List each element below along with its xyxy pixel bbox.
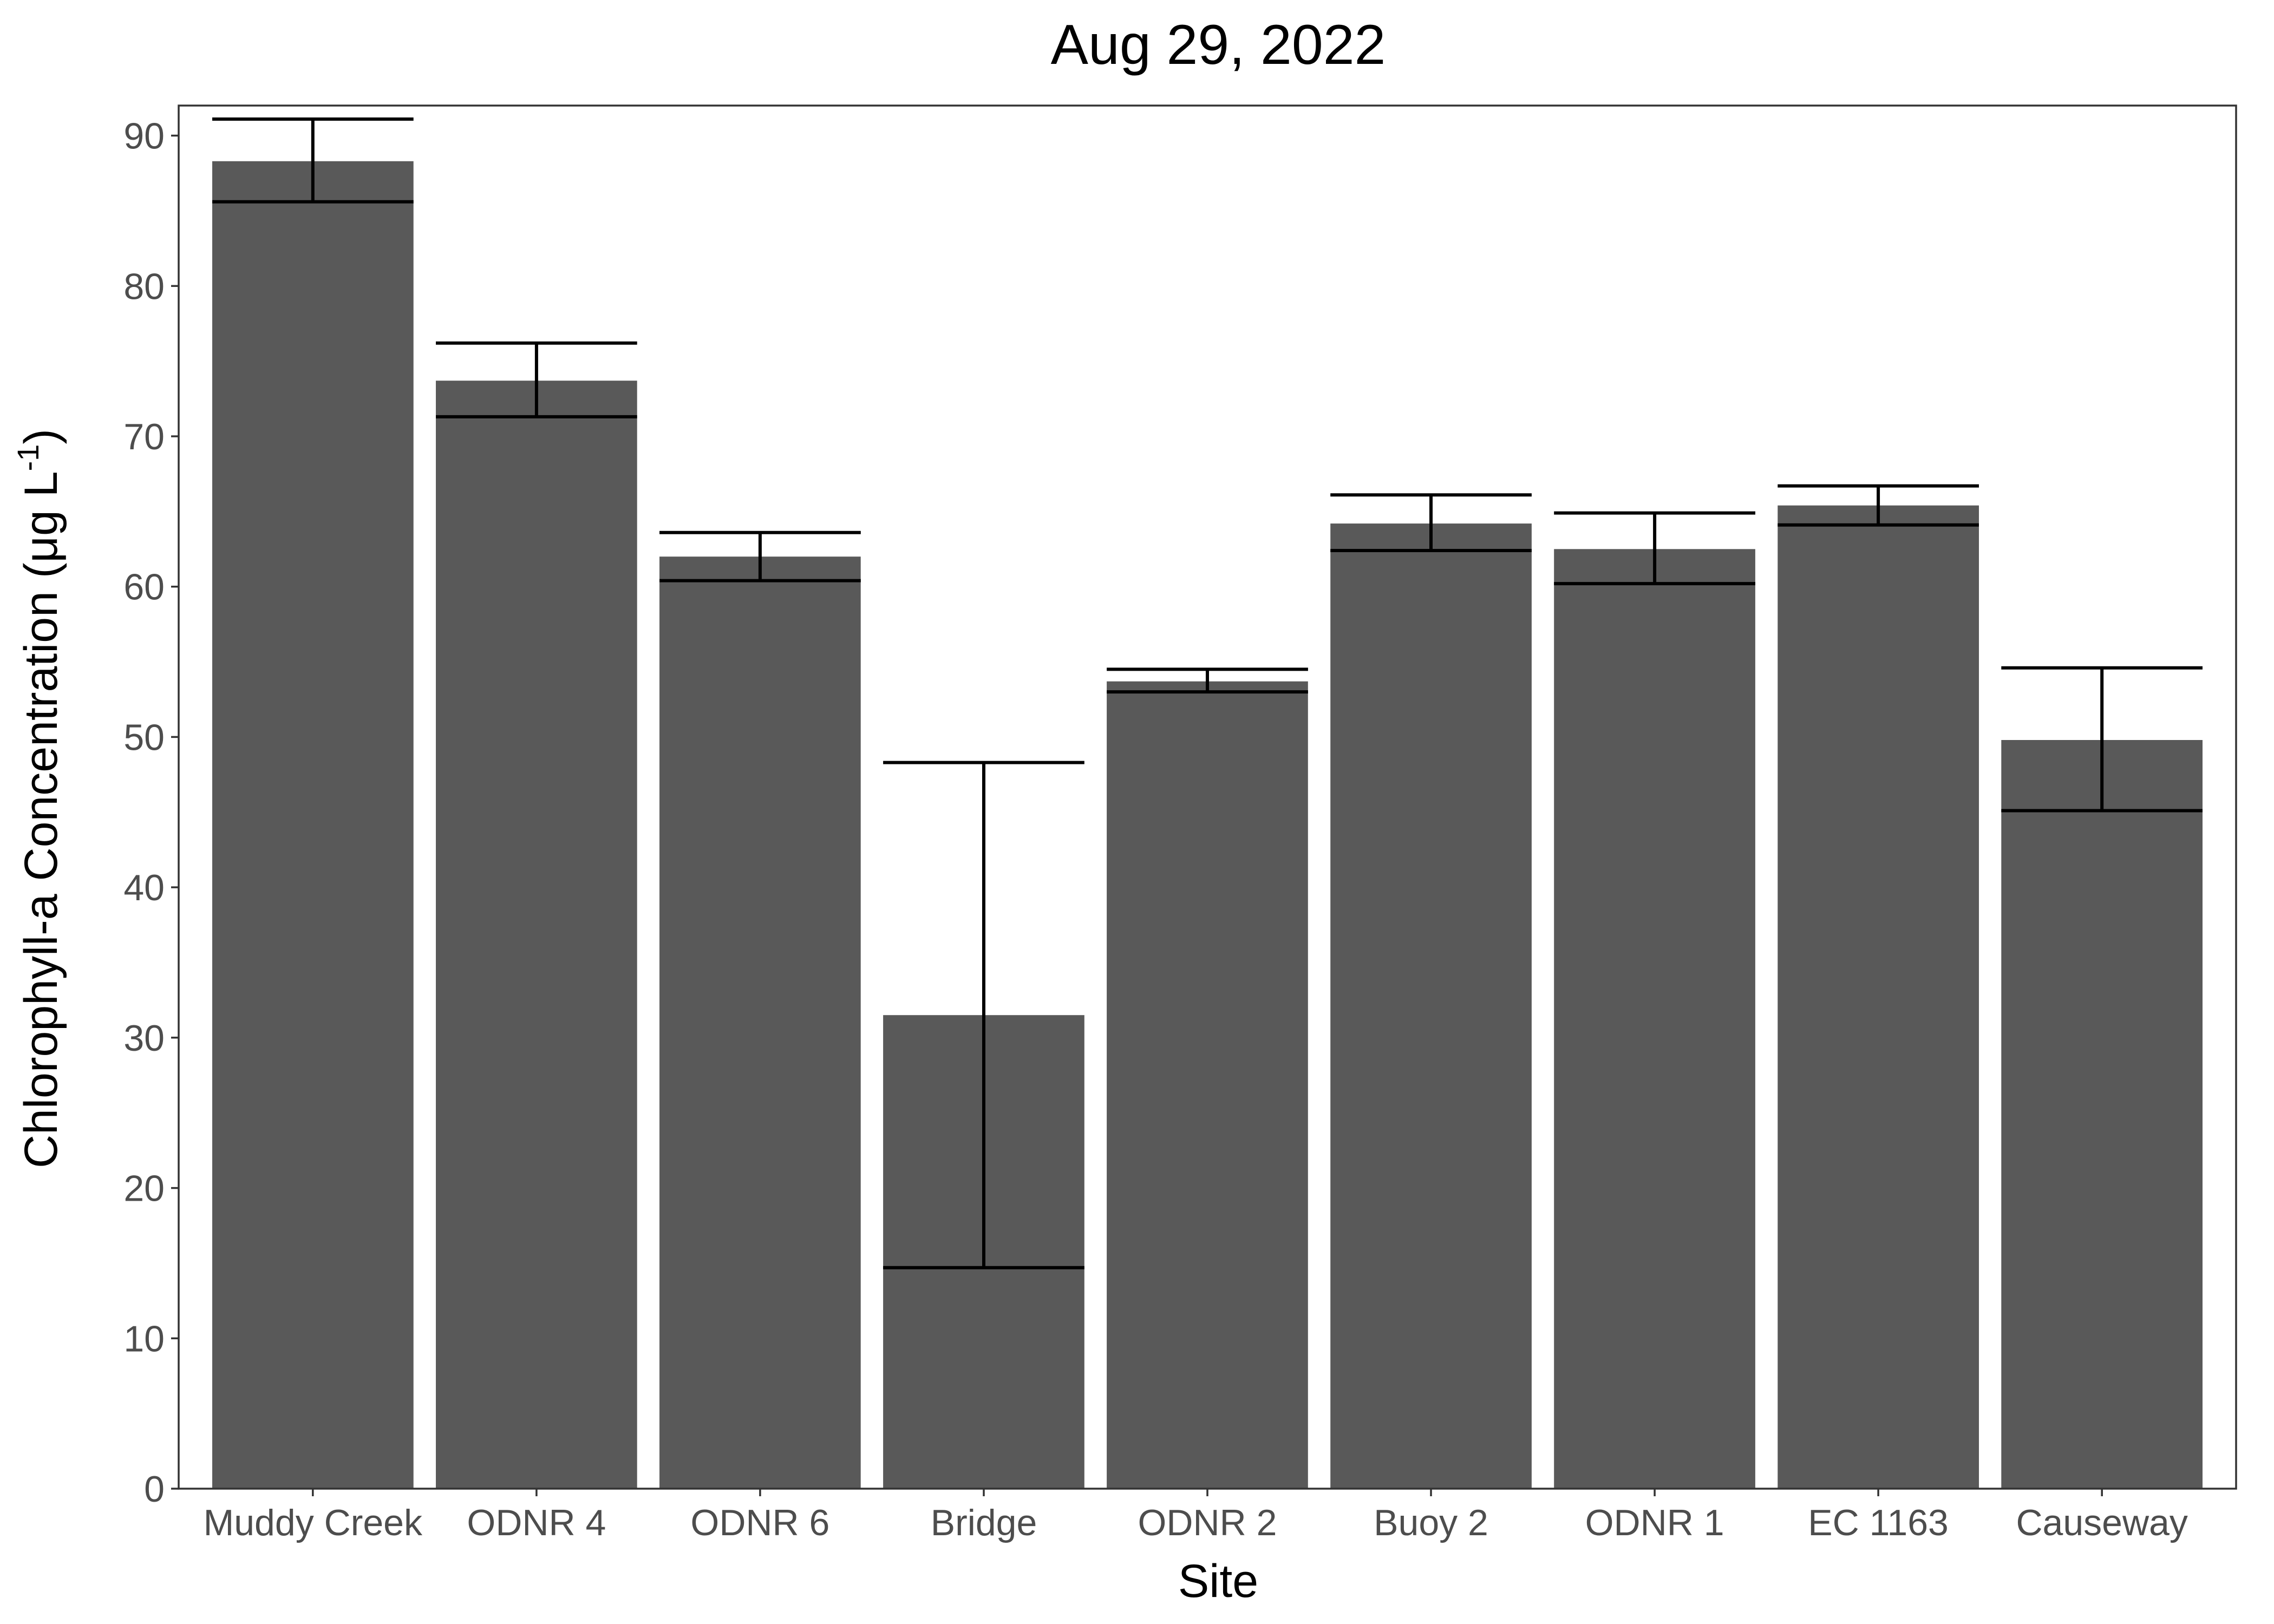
x-tick-label: ODNR 6 [690, 1502, 829, 1543]
bar-odnr-2 [1107, 681, 1308, 1489]
error-bar [1554, 511, 1755, 586]
x-tick-label: Muddy Creek [204, 1502, 423, 1543]
y-tick-label: 40 [123, 867, 165, 908]
y-tick-label: 60 [123, 567, 165, 608]
y-tick-label: 70 [123, 416, 165, 457]
bar-causeway [2001, 740, 2203, 1489]
error-bar [212, 117, 414, 204]
error-bar [883, 761, 1084, 1269]
y-tick-label: 30 [123, 1018, 165, 1059]
x-axis: Muddy Creek ODNR 4 ODNR 6 Bridge ODNR 2 Buoy … [204, 1489, 2188, 1543]
y-axis-title-superscript: -1 [11, 444, 45, 472]
y-axis-title: Chlorophyll-a Concentration (μg L-1) [11, 429, 67, 1168]
error-bar [1330, 493, 1532, 552]
y-tick-label: 20 [123, 1168, 165, 1209]
x-tick-label: Bridge [931, 1502, 1037, 1543]
y-tick-label: 0 [144, 1469, 165, 1510]
x-tick-label: EC 1163 [1808, 1502, 1949, 1543]
bar-odnr-6 [659, 556, 861, 1489]
error-bar [659, 531, 861, 582]
y-tick-label: 50 [123, 717, 165, 758]
y-axis-title-close: ) [15, 429, 67, 444]
plot-panel [212, 117, 2203, 1489]
bar-odnr-1 [1554, 549, 1755, 1489]
bar-buoy-2 [1330, 523, 1532, 1489]
x-tick-label: ODNR 1 [1585, 1502, 1724, 1543]
error-bar [1778, 484, 1979, 527]
x-tick-label: Buoy 2 [1374, 1502, 1488, 1543]
x-tick-label: Causeway [2016, 1502, 2188, 1543]
y-tick-label: 90 [123, 116, 165, 157]
y-axis-title-main: Chlorophyll-a Concentration (μg L [15, 471, 67, 1168]
y-tick-label: 10 [123, 1318, 165, 1359]
x-tick-label: ODNR 2 [1138, 1502, 1277, 1543]
error-bar [2001, 666, 2203, 813]
y-tick-label: 80 [123, 266, 165, 307]
x-tick-label: ODNR 4 [467, 1502, 606, 1543]
bar-muddy-creek [212, 161, 414, 1489]
chart-title: Aug 29, 2022 [1051, 14, 1386, 76]
error-bar [1107, 667, 1308, 694]
bar-ec-1163 [1778, 505, 1979, 1489]
error-bar [436, 341, 637, 418]
y-axis: 0 10 20 30 40 50 60 70 80 90 [123, 116, 179, 1510]
x-axis-title: Site [1178, 1555, 1258, 1607]
bar-odnr-4 [436, 381, 637, 1489]
